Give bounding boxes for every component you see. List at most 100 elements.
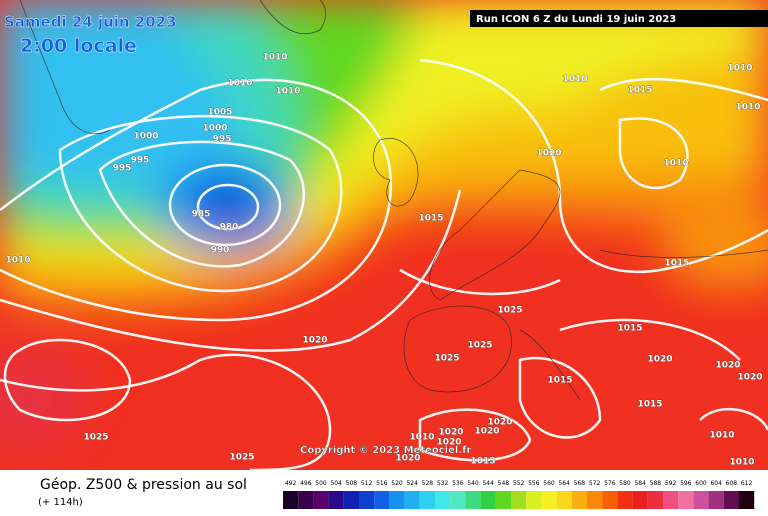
map-field bbox=[0, 0, 768, 470]
legend-swatch bbox=[632, 491, 648, 509]
isobar-label: 1020 bbox=[737, 373, 762, 383]
legend-swatch bbox=[313, 491, 329, 509]
legend-swatch bbox=[404, 491, 420, 509]
legend-swatch bbox=[359, 491, 375, 509]
legend-swatch bbox=[465, 491, 481, 509]
isobar-label: 1010 bbox=[727, 64, 752, 74]
legend-swatch bbox=[526, 491, 542, 509]
isobar-label: 990 bbox=[211, 246, 230, 256]
legend-label: 564 bbox=[558, 480, 570, 487]
isobar-label: 1015 bbox=[547, 376, 572, 386]
isobar-label: 1025 bbox=[497, 306, 522, 316]
isobar-label: 1020 bbox=[647, 355, 672, 365]
legend-label: 556 bbox=[528, 480, 540, 487]
legend-swatch bbox=[587, 491, 603, 509]
isobar-label: 1020 bbox=[395, 454, 420, 464]
isobar-label: 1010 bbox=[709, 431, 734, 441]
legend-label: 572 bbox=[589, 480, 601, 487]
legend-swatch bbox=[663, 491, 679, 509]
isobar-label: 985 bbox=[192, 210, 211, 220]
isobar-label: 1020 bbox=[302, 336, 327, 346]
legend-swatch bbox=[328, 491, 344, 509]
legend-swatch bbox=[739, 491, 755, 509]
isobar-label: 1025 bbox=[83, 433, 108, 443]
legend-label: 496 bbox=[300, 480, 312, 487]
legend-swatch bbox=[708, 491, 724, 509]
isobar-label: 1010 bbox=[409, 433, 434, 443]
footer-title: Géop. Z500 & pression au sol bbox=[40, 477, 247, 493]
legend-label: 536 bbox=[452, 480, 464, 487]
legend-swatch bbox=[602, 491, 618, 509]
isobar-label: 1025 bbox=[467, 341, 492, 351]
isobar-label: 1000 bbox=[133, 132, 158, 142]
legend-label: 532 bbox=[437, 480, 449, 487]
isobar-labels: 1010101010101005100010009959959959859809… bbox=[5, 52, 763, 468]
copyright: Copyright © 2023 Meteociel.fr bbox=[300, 445, 471, 456]
legend-swatch bbox=[678, 491, 694, 509]
legend-swatch bbox=[419, 491, 435, 509]
legend-label: 552 bbox=[513, 480, 525, 487]
isobar-label: 1020 bbox=[474, 427, 499, 437]
isobar-label: 1010 bbox=[262, 53, 287, 63]
legend-swatch bbox=[480, 491, 496, 509]
forecast-time: 2:00 locale bbox=[20, 35, 137, 57]
footer-lead: (+ 114h) bbox=[38, 497, 83, 508]
isobar-label: 1015 bbox=[637, 400, 662, 410]
legend-swatch bbox=[723, 491, 739, 509]
legend-swatch bbox=[450, 491, 466, 509]
legend-swatch bbox=[541, 491, 557, 509]
forecast-date: Samedi 24 juin 2023 bbox=[4, 13, 177, 31]
legend-label: 612 bbox=[741, 480, 753, 487]
run-banner bbox=[470, 10, 768, 27]
isobar-label: 1020 bbox=[436, 438, 461, 448]
isobar-label: 995 bbox=[113, 164, 132, 174]
color-legend: 492 496 500 504 508 512 516 520 524 528 532 536 540 5… bbox=[283, 480, 755, 509]
isobar-label: 1010 bbox=[663, 159, 688, 169]
isobar-label: 1015 bbox=[418, 214, 443, 224]
isobar-label: 1020 bbox=[536, 149, 561, 159]
isobar-label: 1010 bbox=[729, 458, 754, 468]
legend-label: 508 bbox=[346, 480, 358, 487]
coastlines bbox=[19, 0, 768, 401]
legend-swatch bbox=[283, 491, 299, 509]
isobar-label: 1015 bbox=[617, 324, 642, 334]
isobar-label: 1010 bbox=[275, 87, 300, 97]
legend-label: 560 bbox=[543, 480, 555, 487]
legend-label: 588 bbox=[650, 480, 662, 487]
isobar-label: 1020 bbox=[715, 361, 740, 371]
isobar-label: 1010 bbox=[735, 103, 760, 113]
isobar-label: 1010 bbox=[227, 79, 252, 89]
legend-swatch bbox=[647, 491, 663, 509]
legend-swatch bbox=[693, 491, 709, 509]
legend-swatch bbox=[374, 491, 390, 509]
legend-swatch bbox=[556, 491, 572, 509]
legend-swatch bbox=[298, 491, 314, 509]
legend-label: 516 bbox=[376, 480, 388, 487]
legend-label: 608 bbox=[726, 480, 738, 487]
legend-swatch bbox=[511, 491, 527, 509]
isobar-label: 995 bbox=[213, 135, 232, 145]
legend-swatch bbox=[343, 491, 359, 509]
isobar-label: 1015 bbox=[664, 259, 689, 269]
legend-label: 596 bbox=[680, 480, 692, 487]
legend-label: 600 bbox=[695, 480, 707, 487]
isobar-label: 1025 bbox=[229, 453, 254, 463]
isobars bbox=[0, 58, 768, 470]
isobar-label: 980 bbox=[220, 223, 239, 233]
legend-swatch bbox=[435, 491, 451, 509]
legend-swatch bbox=[389, 491, 405, 509]
legend-swatch bbox=[617, 491, 633, 509]
legend-label: 604 bbox=[710, 480, 722, 487]
legend-label: 580 bbox=[619, 480, 631, 487]
isobar-label: 1020 bbox=[487, 418, 512, 428]
legend-label: 548 bbox=[498, 480, 510, 487]
legend-label: 504 bbox=[330, 480, 342, 487]
legend-label: 568 bbox=[574, 480, 586, 487]
isobar-label: 1005 bbox=[207, 108, 232, 118]
run-info: Run ICON 6 Z du Lundi 19 juin 2023 bbox=[476, 14, 676, 25]
legend-label: 512 bbox=[361, 480, 373, 487]
legend-swatch bbox=[495, 491, 511, 509]
isobar-label: 1010 bbox=[5, 256, 30, 266]
isobar-label: 1020 bbox=[438, 428, 463, 438]
